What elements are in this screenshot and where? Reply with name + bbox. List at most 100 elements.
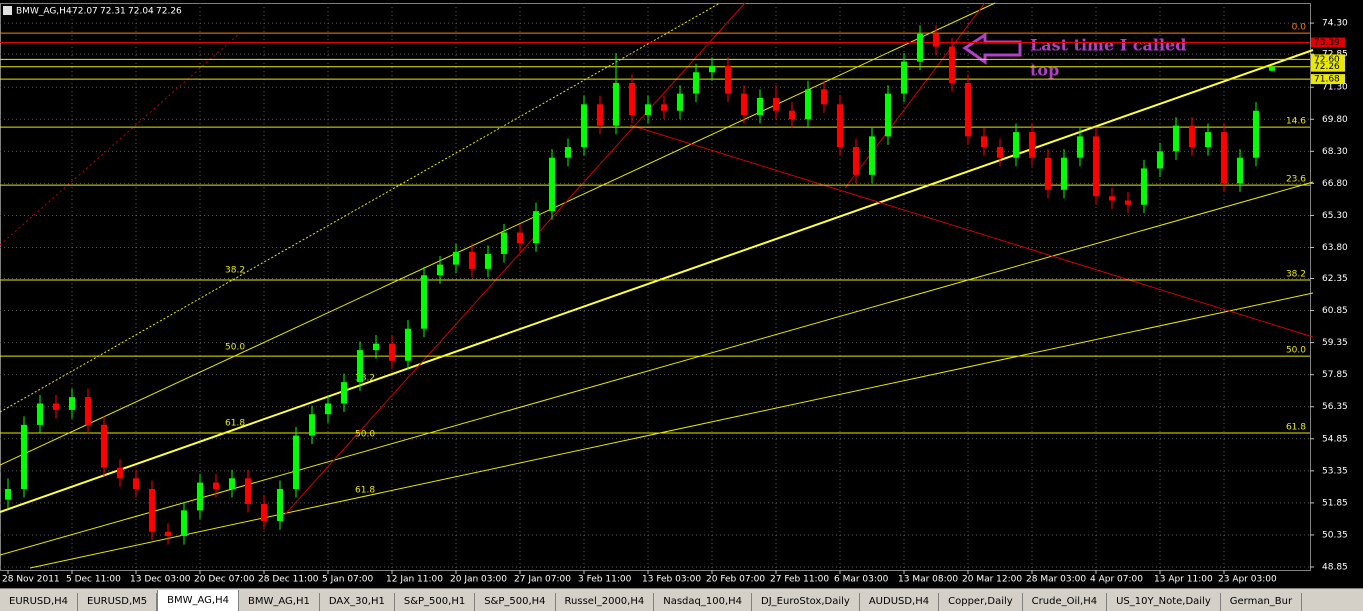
close: 72.26: [156, 7, 182, 17]
x-tick-label: 23 Apr 03:00: [1218, 575, 1277, 585]
chart-tab[interactable]: EURUSD,M5: [78, 593, 158, 611]
symbol: BMW_AG,H4: [16, 7, 72, 17]
x-tick-label: 20 Dec 07:00: [194, 575, 255, 585]
candle-body: [837, 104, 843, 148]
chart-tab[interactable]: US_10Y_Note,Daily: [1107, 593, 1221, 611]
x-tick-label: 28 Mar 03:00: [1026, 575, 1086, 585]
candle-body: [581, 104, 587, 148]
trend-line: [629, 124, 1314, 338]
candle-body: [437, 264, 443, 276]
candle-body: [405, 328, 411, 361]
candle-body: [1125, 200, 1131, 205]
y-tick-label: 50.35: [1322, 530, 1348, 540]
candle-body: [613, 82, 619, 126]
trend-lines: [0, 2, 1314, 569]
chart-tab[interactable]: DJ_EuroStox,Daily: [752, 593, 860, 611]
chart-tab[interactable]: S&P_500,H1: [395, 593, 476, 611]
candle-body: [901, 61, 907, 94]
chart-tab[interactable]: AUDUSD,H4: [860, 593, 940, 611]
candle-body: [821, 89, 827, 105]
x-tick-label: 20 Jan 03:00: [450, 575, 507, 585]
channel-line: [29, 292, 1314, 569]
candle-body: [1253, 110, 1259, 158]
open: 72.07: [72, 7, 98, 17]
fib-label: 38.2: [355, 374, 375, 384]
candle-body: [309, 414, 315, 436]
candle-body: [789, 110, 795, 120]
candle-body: [181, 510, 187, 537]
candle-body: [261, 503, 267, 522]
candle-body: [149, 489, 155, 532]
candle-body: [645, 104, 651, 115]
x-tick-label: 28 Dec 11:00: [258, 575, 319, 585]
trend-line: [0, 32, 241, 246]
x-tick-label: 13 Apr 11:00: [1154, 575, 1213, 585]
candle-body: [133, 478, 139, 489]
x-tick-label: 20 Feb 07:00: [706, 575, 765, 585]
x-tick-label: 6 Mar 03:00: [834, 575, 889, 585]
candle-body: [933, 33, 939, 47]
price-box-label: 73.39: [1314, 38, 1340, 48]
candle-body: [1077, 136, 1083, 158]
y-tick-label: 57.85: [1322, 370, 1348, 380]
fib-level-label: 0.0: [1292, 23, 1307, 33]
candle-body: [1029, 132, 1035, 158]
candle-body: [453, 251, 459, 265]
candle-body: [485, 253, 491, 269]
fib-label: 50.0: [225, 343, 245, 353]
candle-body: [549, 157, 555, 212]
candle-body: [709, 65, 715, 73]
fib-level-label: 38.2: [1286, 269, 1306, 279]
chart-tab[interactable]: Nasdaq_100,H4: [654, 593, 753, 611]
chart-tab[interactable]: BMW_AG,H1: [239, 593, 320, 611]
y-tick-label: 63.80: [1322, 243, 1348, 253]
price-box-label: 72.60: [1314, 55, 1340, 65]
y-tick-label: 54.85: [1322, 434, 1348, 444]
fib-level-label: 61.8: [1286, 423, 1306, 433]
fib-label: 61.8: [225, 419, 245, 429]
price-box-label: 72.26: [1314, 62, 1340, 72]
candle-body: [517, 232, 523, 244]
candle-body: [1269, 66, 1275, 71]
chart-tab[interactable]: German_Bur: [1221, 593, 1303, 611]
candle-body: [629, 82, 635, 115]
candle-body: [69, 397, 75, 410]
y-tick-label: 68.30: [1322, 147, 1348, 157]
candle-body: [277, 489, 283, 522]
candle-body: [917, 33, 923, 62]
chart-tab[interactable]: S&P_500,H4: [475, 593, 556, 611]
chart-tab[interactable]: EURUSD,H4: [0, 593, 79, 611]
chart-tab[interactable]: BMW_AG,H4: [157, 590, 239, 611]
y-tick-label: 53.35: [1322, 466, 1348, 476]
y-tick-label: 60.85: [1322, 306, 1348, 316]
chart-tab[interactable]: Copper,Daily: [939, 593, 1023, 611]
candle-body: [757, 97, 763, 115]
y-tick-label: 48.85: [1322, 563, 1348, 573]
fib-label: 50.0: [355, 430, 375, 440]
price-box: [1311, 61, 1345, 72]
x-tick-label: 4 Apr 07:00: [1090, 575, 1143, 585]
candle-body: [661, 104, 667, 111]
tab-bar: EURUSD,H4 EURUSD,M5 BMW_AG,H4 BMW_AG,H1 DAX_…: [0, 588, 1363, 611]
candle-body: [325, 403, 331, 415]
x-tick-label: 20 Mar 12:00: [962, 575, 1022, 585]
candle-body: [101, 424, 107, 468]
x-tick-label: 3 Feb 11:00: [578, 575, 632, 585]
annotation-text: Last time I called: [1030, 36, 1186, 55]
x-tick-label: 13 Dec 03:00: [130, 575, 191, 585]
candle-body: [5, 489, 11, 500]
candle-body: [725, 65, 731, 94]
low: 72.04: [128, 7, 154, 17]
chart-tab[interactable]: Russel_2000,H4: [556, 593, 655, 611]
chart-tab[interactable]: Crude_Oil,H4: [1023, 593, 1108, 611]
chart-tab[interactable]: DAX_30,H1: [320, 593, 395, 611]
x-tick-label: 13 Mar 08:00: [898, 575, 958, 585]
candle-body: [373, 343, 379, 351]
fib-label: 38.2: [225, 266, 245, 276]
trend-line: [279, 2, 746, 521]
x-tick-label: 13 Feb 03:00: [642, 575, 701, 585]
candle-body: [501, 232, 507, 254]
candle-body: [85, 397, 91, 425]
x-tick-label: 27 Feb 11:00: [770, 575, 829, 585]
